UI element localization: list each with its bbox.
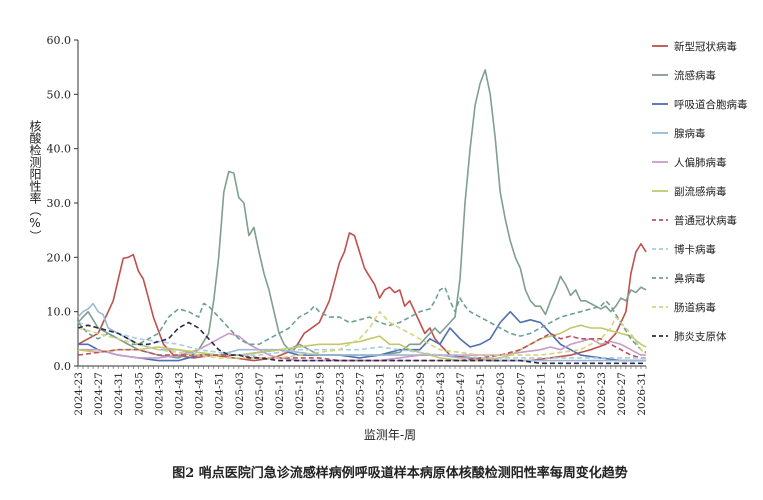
x-tick-label: 2026-31 xyxy=(636,372,648,416)
x-tick-label: 2024-47 xyxy=(194,372,206,416)
x-tick-label: 2025-35 xyxy=(395,372,407,416)
legend-label-2: 流感病毒 xyxy=(674,69,716,82)
x-tick-label: 2024-23 xyxy=(73,372,85,416)
chart-caption: 图2 哨点医院门急诊流感样病例呼吸道样本病原体核酸检测阳性率每周变化趋势 xyxy=(172,466,628,481)
legend-label-7: 普通冠状病毒 xyxy=(674,214,737,227)
series-line-1 xyxy=(77,232,647,362)
y-tick-label: 60.0 xyxy=(47,34,72,47)
y-tick-label: 30.0 xyxy=(47,197,72,210)
legend-label-10: 肠道病毒 xyxy=(674,301,716,314)
x-tick-label: 2025-31 xyxy=(375,372,387,416)
legend-label-1: 新型冠状病毒 xyxy=(674,40,737,53)
legend-label-6: 副流感病毒 xyxy=(674,185,727,198)
series-line-2 xyxy=(77,69,647,359)
x-tick-label: 2026-19 xyxy=(576,372,588,416)
legend-label-4: 腺病毒 xyxy=(674,127,706,140)
x-tick-label: 2026-07 xyxy=(515,372,527,416)
legend-label-9: 鼻病毒 xyxy=(674,272,706,285)
legend-label-3: 呼吸道合胞病毒 xyxy=(674,98,748,111)
y-axis-title: 核酸检测阳性率（%） xyxy=(28,120,42,242)
x-tick-label: 2025-07 xyxy=(254,372,266,416)
x-axis-title: 监测年-周 xyxy=(363,428,417,442)
series-line-6 xyxy=(77,324,647,362)
series-line-10 xyxy=(77,310,647,359)
x-tick-label: 2025-43 xyxy=(435,372,447,416)
y-tick-label: 20.0 xyxy=(47,251,72,264)
series-line-11 xyxy=(77,321,646,365)
x-tick-label: 2025-39 xyxy=(415,372,427,416)
series-line-8 xyxy=(77,321,646,359)
x-tick-label: 2026-27 xyxy=(616,372,628,416)
x-tick-label: 2024-51 xyxy=(214,372,226,416)
x-tick-label: 2024-43 xyxy=(174,372,186,416)
legend-label-11: 肺炎支原体 xyxy=(674,331,727,343)
x-tick-label: 2025-23 xyxy=(334,372,346,416)
x-tick-label: 2024-35 xyxy=(133,372,145,416)
x-tick-label: 2026-03 xyxy=(495,372,507,416)
y-tick-label: 50.0 xyxy=(47,88,72,101)
series-line-9 xyxy=(77,286,647,354)
series-line-4 xyxy=(77,302,646,362)
x-tick-label: 2025-27 xyxy=(354,372,366,416)
y-tick-label: 0.0 xyxy=(54,360,72,373)
x-tick-label: 2025-51 xyxy=(475,372,487,416)
x-tick-label: 2024-39 xyxy=(153,372,165,416)
series-line-7 xyxy=(77,332,646,362)
y-tick-label: 10.0 xyxy=(47,306,72,319)
x-tick-label: 2024-31 xyxy=(113,372,125,416)
y-tick-label: 40.0 xyxy=(47,143,72,156)
x-tick-label: 2026-23 xyxy=(596,372,608,416)
legend-label-5: 人偏肺病毒 xyxy=(674,156,727,169)
x-tick-label: 2024-27 xyxy=(93,372,105,416)
legend-label-8: 博卡病毒 xyxy=(674,243,716,256)
x-tick-label: 2025-15 xyxy=(294,372,306,416)
x-tick-label: 2025-19 xyxy=(314,372,326,416)
x-tick-label: 2026-11 xyxy=(535,372,547,416)
x-tick-label: 2025-47 xyxy=(455,372,467,416)
x-tick-label: 2025-11 xyxy=(274,372,286,416)
x-tick-label: 2025-03 xyxy=(234,372,246,416)
x-tick-label: 2026-15 xyxy=(556,372,568,416)
